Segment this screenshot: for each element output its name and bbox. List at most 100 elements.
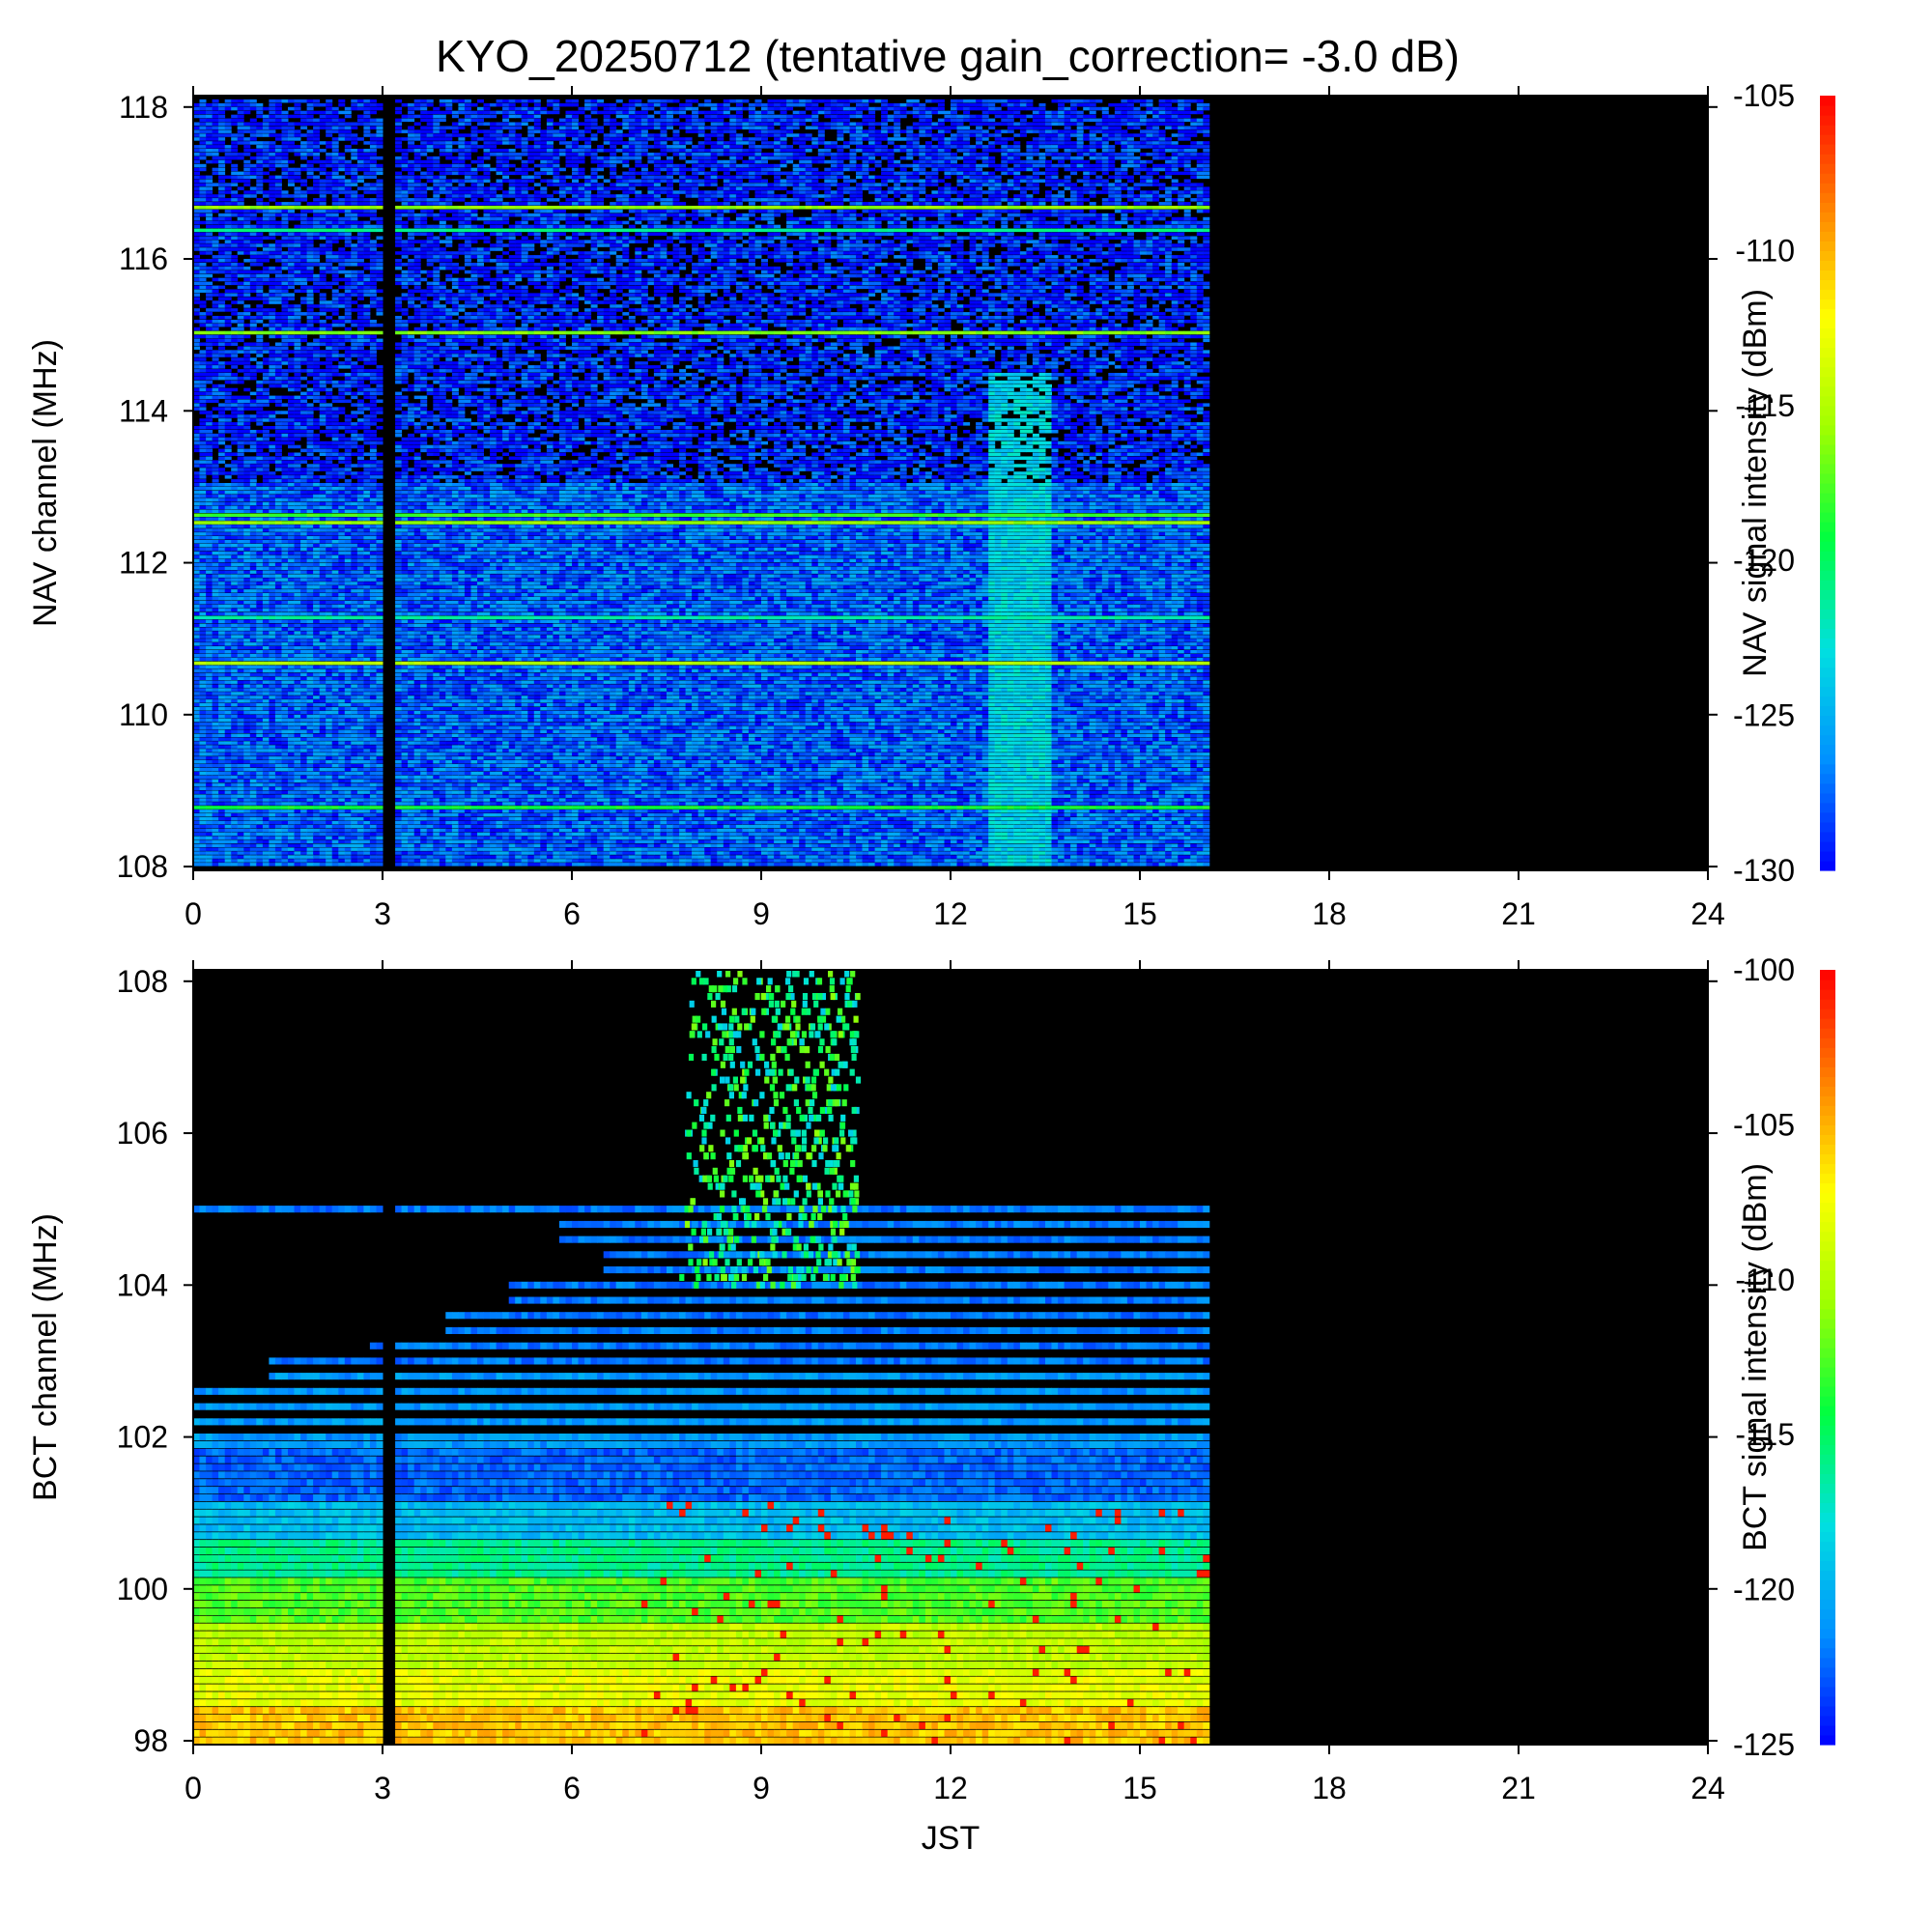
nav-heatmap-cell	[527, 745, 535, 749]
nav-heatmap-cell	[1089, 806, 1096, 810]
nav-heatmap-cell	[1171, 820, 1179, 825]
nav-heatmap-cell	[830, 775, 838, 780]
nav-heatmap-cell	[1121, 753, 1128, 756]
nav-heatmap-cell	[433, 847, 440, 851]
nav-heatmap-cell	[533, 820, 541, 825]
nav-heatmap-cell	[590, 802, 598, 806]
nav-heatmap-cell	[540, 782, 548, 787]
nav-heatmap-cell	[842, 794, 850, 798]
nav-heatmap-cell	[1058, 771, 1065, 776]
nav-heatmap-cell	[862, 794, 869, 798]
nav-heatmap-cell	[597, 756, 605, 760]
nav-heatmap-cell	[490, 847, 497, 851]
nav-heatmap-cell	[856, 855, 863, 859]
nav-heatmap-cell	[533, 779, 541, 783]
nav-heatmap-cell	[351, 828, 358, 833]
nav-heatmap-cell	[395, 806, 403, 810]
nav-heatmap-cell	[584, 753, 592, 756]
nav-heatmap-cell	[622, 771, 630, 776]
nav-heatmap-cell	[1178, 802, 1185, 806]
nav-heatmap-cell	[1158, 790, 1166, 794]
nav-heatmap-cell	[754, 767, 762, 772]
nav-heatmap-cell	[761, 794, 768, 798]
nav-heatmap-cell	[704, 859, 712, 863]
nav-heatmap-cell	[1076, 839, 1084, 843]
nav-heatmap-cell	[408, 859, 415, 863]
nav-heatmap-cell	[363, 836, 371, 840]
nav-heatmap-cell	[326, 745, 333, 749]
nav-heatmap-cell	[899, 810, 907, 813]
nav-heatmap-cell	[206, 817, 213, 821]
nav-heatmap-cell	[294, 824, 301, 829]
nav-heatmap-cell	[837, 802, 844, 806]
nav-heatmap-cell	[761, 763, 768, 768]
nav-heatmap-cell	[742, 806, 750, 810]
nav-heatmap-cell	[874, 851, 882, 855]
nav-heatmap-cell	[1007, 760, 1014, 764]
nav-heatmap-cell	[767, 839, 775, 843]
nav-heatmap-cell	[976, 832, 983, 837]
nav-heatmap-cell	[842, 798, 850, 802]
nav-heatmap-cell	[894, 813, 901, 817]
nav-heatmap-cell	[924, 813, 932, 817]
nav-heatmap-cell	[931, 839, 939, 843]
nav-heatmap-cell	[458, 756, 466, 760]
nav-heatmap-cell	[963, 828, 971, 833]
nav-heatmap-cell	[483, 810, 491, 813]
nav-heatmap-cell	[906, 753, 914, 756]
nav-heatmap-cell	[420, 760, 428, 764]
nav-heatmap-cell	[988, 756, 996, 760]
nav-heatmap-cell	[717, 859, 724, 863]
nav-heatmap-cell	[1095, 771, 1103, 776]
nav-heatmap-cell	[572, 839, 579, 843]
nav-heatmap-cell	[326, 782, 333, 787]
nav-heatmap-cell	[521, 817, 528, 821]
nav-heatmap-cell	[1001, 802, 1009, 806]
nav-heatmap-cell	[237, 760, 244, 764]
nav-heatmap-cell	[874, 794, 882, 798]
nav-heatmap-cell	[477, 802, 484, 806]
nav-heatmap-cell	[761, 863, 768, 867]
nav-heatmap-cell	[1032, 794, 1039, 798]
nav-heatmap-cell	[849, 756, 857, 760]
nav-heatmap-cell	[274, 756, 282, 760]
nav-heatmap-cell	[754, 798, 762, 802]
nav-heatmap-cell	[615, 775, 623, 780]
nav-heatmap-cell	[369, 771, 377, 776]
nav-heatmap-cell	[849, 753, 857, 756]
nav-heatmap-cell	[754, 832, 762, 837]
nav-heatmap-cell	[1058, 756, 1065, 760]
nav-heatmap-cell	[976, 779, 983, 783]
nav-heatmap-cell	[1203, 855, 1210, 859]
nav-heatmap-cell	[306, 767, 314, 772]
nav-heatmap-cell	[464, 859, 471, 863]
nav-heatmap-cell	[647, 824, 655, 829]
nav-heatmap-cell	[1190, 763, 1198, 768]
nav-heatmap-cell	[610, 836, 617, 840]
nav-heatmap-cell	[849, 820, 857, 825]
nav-heatmap-cell	[988, 767, 996, 772]
nav-heatmap-cell	[660, 859, 668, 863]
nav-heatmap-cell	[331, 763, 339, 768]
nav-heatmap-cell	[413, 782, 421, 787]
nav-heatmap-cell	[862, 763, 869, 768]
nav-heatmap-cell	[420, 794, 428, 798]
nav-heatmap-cell	[956, 859, 964, 863]
nav-heatmap-cell	[1095, 798, 1103, 802]
nav-heatmap-cell	[363, 855, 371, 859]
nav-heatmap-cell	[224, 756, 232, 760]
nav-heatmap-cell	[640, 813, 648, 817]
nav-heatmap-cell	[231, 782, 239, 787]
nav-heatmap-cell	[729, 771, 737, 776]
nav-heatmap-cell	[994, 786, 1002, 790]
nav-heatmap-cell	[218, 817, 226, 821]
nav-heatmap-cell	[470, 847, 478, 851]
nav-heatmap-cell	[1183, 832, 1191, 837]
nav-heatmap-cell	[1126, 847, 1134, 851]
nav-heatmap-cell	[420, 802, 428, 806]
nav-heatmap-cell	[508, 749, 516, 753]
nav-heatmap-cell	[458, 855, 466, 859]
nav-heatmap-cell	[231, 806, 239, 810]
nav-heatmap-cell	[849, 775, 857, 780]
nav-heatmap-cell	[300, 817, 308, 821]
